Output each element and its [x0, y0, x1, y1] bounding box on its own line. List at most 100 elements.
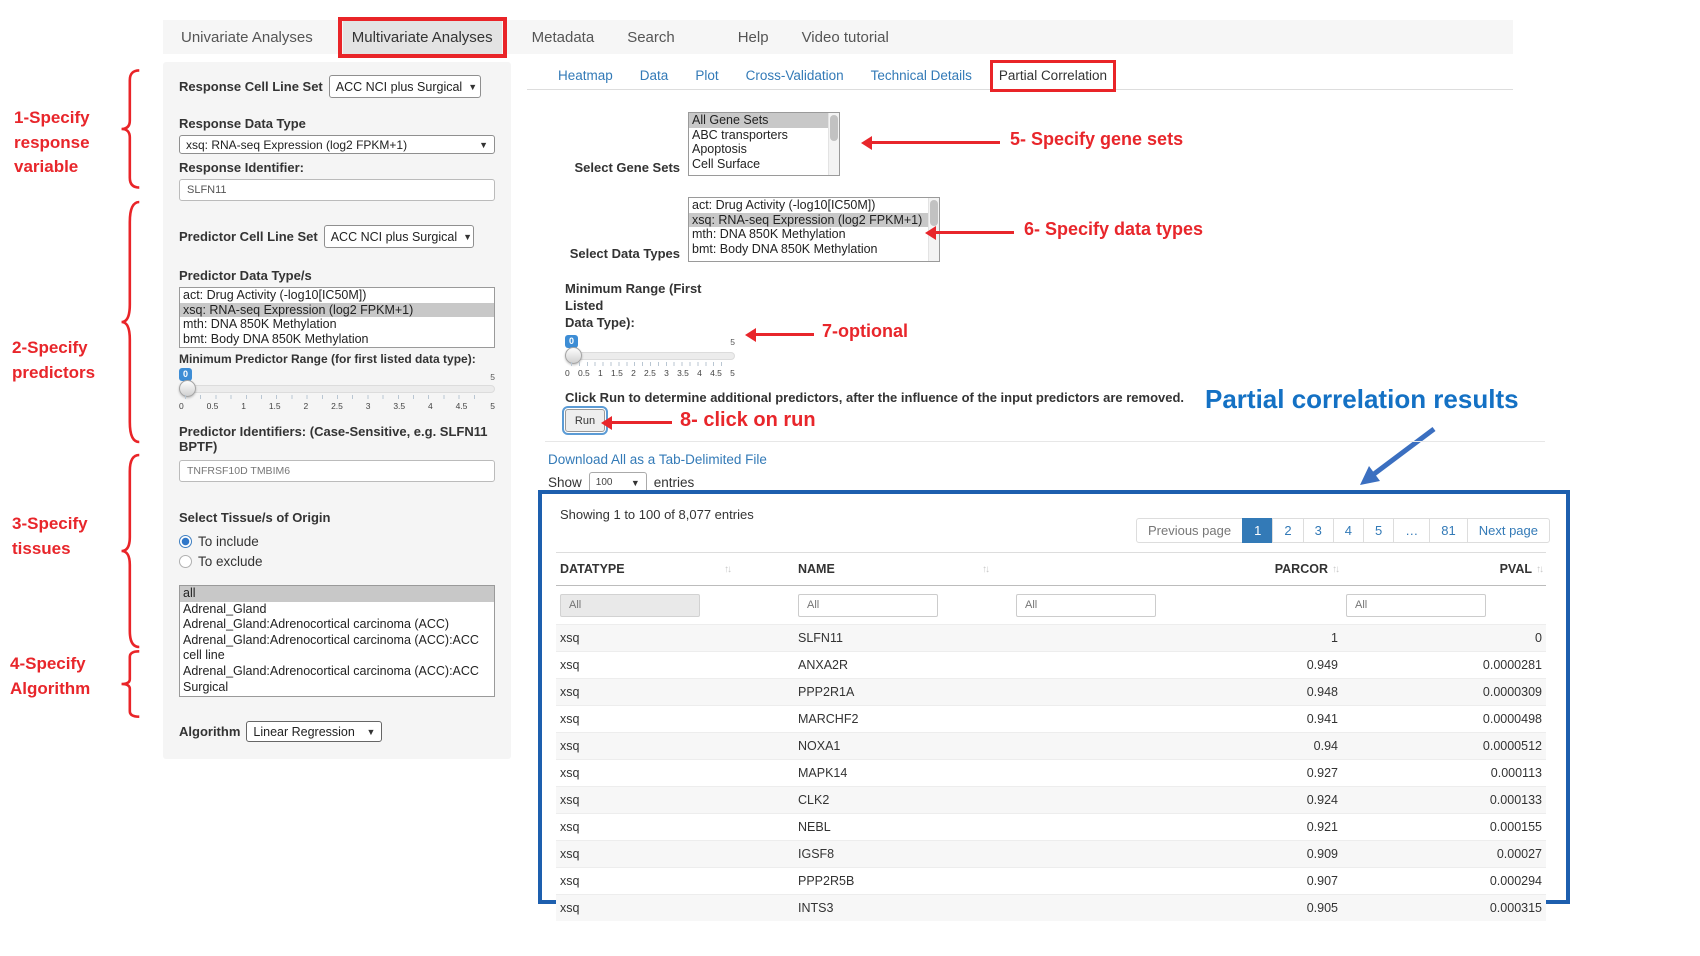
column-header-pval[interactable]: PVAL ↑↓	[1342, 562, 1546, 576]
response-cell-line-set-select[interactable]: ACC NCI plus Surgical ▼	[328, 75, 481, 98]
nav-item-univariate-analyses[interactable]: Univariate Analyses	[181, 28, 313, 46]
min-predictor-range-slider[interactable]: 0 5 0 0.5 1 1.5 2 2.5 3 3.5 4 4.5 5	[179, 368, 495, 412]
gene-sets-listbox[interactable]: All Gene Sets ABC transporters Apoptosis Ce…	[688, 112, 840, 176]
page-button-2[interactable]: 2	[1272, 518, 1304, 543]
column-header-name[interactable]: NAME ↑↓	[794, 562, 1012, 576]
gene-sets-group: Select Gene Sets All Gene Sets ABC transp…	[560, 112, 840, 176]
predictor-data-type-option[interactable]: bmt: Body DNA 850K Methylation	[183, 332, 369, 347]
annotation-4: 4-Specify Algorithm	[10, 654, 91, 698]
slider-tick-label: 0	[179, 401, 184, 411]
page-button-3[interactable]: 3	[1302, 518, 1334, 543]
tab-heatmap[interactable]: Heatmap	[558, 68, 613, 83]
gene-set-option[interactable]: ABC transporters	[692, 127, 788, 142]
sort-icon[interactable]: ↑↓	[724, 563, 732, 575]
table-row[interactable]: xsq NEBL 0.921 0.000155	[556, 813, 1546, 840]
table-row[interactable]: xsq MAPK14 0.927 0.000113	[556, 759, 1546, 786]
response-data-type-select[interactable]: xsq: RNA-seq Expression (log2 FPKM+1) ▼	[179, 135, 495, 154]
tissue-include-radio[interactable]: To include	[179, 531, 495, 551]
tissue-option[interactable]: all	[180, 586, 494, 602]
column-header-datatype[interactable]: DATATYPE ↑↓	[556, 562, 794, 576]
predictor-identifiers-input[interactable]	[179, 460, 495, 482]
gene-set-option[interactable]: Cell Surface	[692, 157, 761, 172]
min-range-slider[interactable]: 0 5 0 0.5 1 1.5 2 2.5 3 3.5 4 4.5 5	[565, 334, 735, 379]
scrollbar-track[interactable]	[828, 113, 839, 175]
data-types-listbox[interactable]: act: Drug Activity (-log10[IC50M]) xsq: R…	[688, 197, 940, 262]
filter-input-datatype[interactable]	[560, 593, 700, 617]
sort-icon[interactable]: ↑↓	[982, 563, 990, 575]
sort-icon[interactable]: ↑↓	[1332, 563, 1340, 575]
tab-data[interactable]: Data	[639, 68, 669, 83]
table-row[interactable]: xsq PPP2R5B 0.907 0.000294	[556, 867, 1546, 894]
previous-page-button[interactable]: Previous page	[1135, 518, 1244, 543]
table-row[interactable]: xsq SLFN11 1 0	[556, 624, 1546, 651]
data-type-option[interactable]: bmt: Body DNA 850K Methylation	[692, 242, 878, 257]
next-page-button[interactable]: Next page	[1466, 518, 1550, 543]
slider-track[interactable]	[565, 351, 735, 360]
nav-item-search[interactable]: Search	[627, 28, 675, 46]
data-type-option[interactable]: mth: DNA 850K Methylation	[692, 227, 846, 242]
cell-parcor: 0.948	[1306, 685, 1338, 699]
tab-technical-details[interactable]: Technical Details	[870, 68, 972, 83]
slider-track[interactable]	[179, 385, 495, 393]
tissue-option[interactable]: Adrenal_Gland:Adrenocortical carcinoma (…	[183, 617, 450, 632]
page-ellipsis[interactable]: …	[1393, 518, 1431, 543]
predictor-cell-line-set-select[interactable]: ACC NCI plus Surgical ▼	[323, 225, 474, 248]
slider-tick-label: 5	[490, 401, 495, 411]
slider-tick-label: 2.5	[331, 401, 343, 411]
cell-datatype: xsq	[560, 712, 580, 726]
tissue-option[interactable]: Adrenal_Gland:Adrenocortical carcinoma (…	[183, 663, 479, 694]
table-row[interactable]: xsq ANXA2R 0.949 0.0000281	[556, 651, 1546, 678]
chevron-down-icon: ▼	[479, 139, 488, 150]
results-panel: Showing 1 to 100 of 8,077 entries Previo…	[538, 490, 1570, 921]
tissue-option[interactable]: Adrenal_Gland:Adrenocortical carcinoma (…	[183, 632, 479, 663]
tissue-option[interactable]: Adrenal_Gland	[183, 601, 267, 616]
page-button-81[interactable]: 81	[1429, 518, 1468, 543]
scrollbar-thumb[interactable]	[830, 115, 838, 141]
data-type-option[interactable]: xsq: RNA-seq Expression (log2 FPKM+1)	[689, 212, 929, 228]
run-button[interactable]: Run	[562, 406, 608, 435]
nav-item-help[interactable]: Help	[737, 28, 769, 46]
predictor-data-type-option[interactable]: xsq: RNA-seq Expression (log2 FPKM+1)	[180, 302, 494, 318]
arrow-left-icon	[925, 225, 1014, 240]
annotation-bracket-4	[118, 650, 144, 718]
table-row[interactable]: xsq MARCHF2 0.941 0.0000498	[556, 705, 1546, 732]
slider-tick-label: 2.5	[644, 367, 656, 378]
filter-input-pval[interactable]	[1346, 593, 1486, 617]
gene-set-option[interactable]: All Gene Sets	[689, 113, 829, 128]
column-label: PVAL	[1499, 562, 1532, 576]
download-link[interactable]: Download All as a Tab-Delimited File	[548, 452, 767, 467]
cell-name: IGSF8	[798, 847, 835, 861]
algorithm-select[interactable]: Linear Regression ▼	[246, 721, 383, 742]
tissue-exclude-radio[interactable]: To exclude	[179, 551, 495, 571]
table-row[interactable]: xsq INTS3 0.905 0.000315	[556, 894, 1546, 921]
table-row[interactable]: xsq PPP2R1A 0.948 0.0000309	[556, 678, 1546, 705]
nav-item-multivariate-analyses[interactable]: Multivariate Analyses	[337, 16, 507, 58]
gene-set-option[interactable]: Apoptosis	[692, 142, 747, 157]
slider-tick-label: 0.5	[206, 401, 219, 411]
scrollbar-thumb[interactable]	[930, 200, 938, 226]
cell-datatype: xsq	[560, 739, 580, 753]
response-identifier-input[interactable]	[179, 179, 495, 201]
column-header-parcor[interactable]: PARCOR ↑↓	[1012, 562, 1342, 576]
tissues-listbox[interactable]: all Adrenal_Gland Adrenal_Gland:Adrenocort…	[179, 585, 495, 697]
page-button-5[interactable]: 5	[1363, 518, 1395, 543]
nav-item-metadata[interactable]: Metadata	[531, 28, 595, 46]
tab-partial-correlation[interactable]: Partial Correlation	[989, 60, 1116, 92]
chevron-down-icon: ▼	[468, 81, 478, 92]
tab-plot[interactable]: Plot	[695, 68, 719, 83]
page-button-1[interactable]: 1	[1242, 518, 1274, 543]
table-row[interactable]: xsq CLK2 0.924 0.000133	[556, 786, 1546, 813]
predictor-data-type-option[interactable]: mth: DNA 850K Methylation	[183, 317, 337, 332]
filter-input-name[interactable]	[798, 593, 938, 617]
filter-input-parcor[interactable]	[1016, 593, 1156, 617]
table-row[interactable]: xsq NOXA1 0.94 0.0000512	[556, 732, 1546, 759]
tab-cross-validation[interactable]: Cross-Validation	[745, 68, 844, 83]
data-type-option[interactable]: act: Drug Activity (-log10[IC50M])	[692, 198, 876, 212]
sort-icon[interactable]: ↑↓	[1536, 563, 1544, 575]
predictor-data-type-option[interactable]: act: Drug Activity (-log10[IC50M])	[183, 288, 367, 302]
cell-pval: 0.000155	[1489, 820, 1542, 834]
predictor-data-types-listbox[interactable]: act: Drug Activity (-log10[IC50M]) xsq: R…	[179, 287, 495, 348]
table-row[interactable]: xsq IGSF8 0.909 0.00027	[556, 840, 1546, 867]
nav-item-video-tutorial[interactable]: Video tutorial	[801, 28, 889, 46]
page-button-4[interactable]: 4	[1332, 518, 1365, 543]
